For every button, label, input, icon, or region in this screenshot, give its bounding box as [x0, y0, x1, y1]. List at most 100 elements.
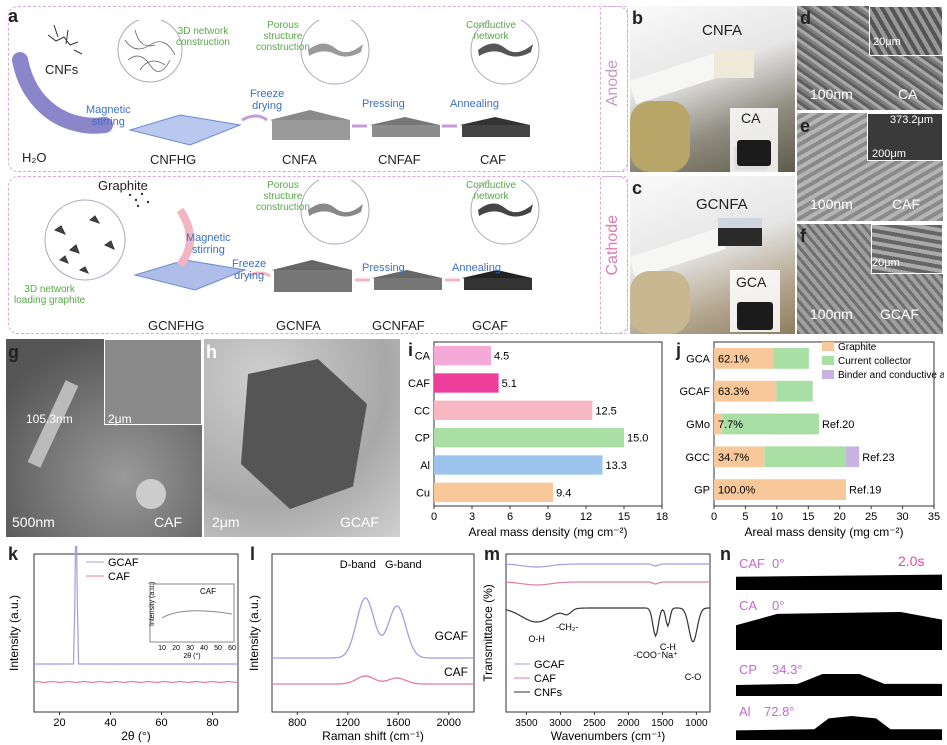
e-thickness: 373.2μm [890, 114, 934, 126]
k-inset-frame [149, 583, 235, 643]
m-tick-label: 1000 [685, 718, 708, 729]
network-construction-label: 3D network construction [176, 26, 230, 48]
k-legend-GCAF: GCAF [108, 557, 139, 569]
i-val-Al: 13.3 [605, 460, 626, 472]
panel-a-label: a [8, 6, 19, 26]
panel-e-label: e [800, 116, 811, 136]
j-tick-label: 25 [865, 511, 877, 523]
j-cat-GCA: GCA [686, 353, 711, 365]
i-bar-CP [434, 428, 624, 448]
k-tick-label: 80 [206, 717, 218, 729]
i-val-CC: 12.5 [595, 405, 616, 417]
j-legend-2: Binder and conductive agent [838, 370, 944, 381]
i-bar-Cu [434, 482, 554, 502]
photo-b [630, 6, 795, 172]
contact-angle-panel [736, 548, 942, 742]
photo-c [630, 176, 795, 334]
j-pct-GCA: 62.1% [718, 353, 749, 365]
freeze-drying-1: Freeze drying [250, 88, 285, 112]
m-ann: O-H [528, 634, 545, 644]
j-legend-swatch [822, 370, 834, 379]
gcnfa-label: GCNFA [276, 318, 321, 333]
k-inset-tick: 30 [186, 645, 194, 652]
j-bar-GCC-1 [764, 446, 846, 468]
i-tick-label: 12 [580, 511, 592, 523]
i-bar-Al [434, 455, 603, 475]
m-tick-label: 2500 [583, 718, 606, 729]
tem-h [204, 339, 400, 537]
j-bar-GCC-2 [846, 446, 860, 468]
e-inset-scale: 200μm [872, 148, 906, 160]
caf-label: CAF [480, 152, 506, 167]
panel-g-label: g [8, 342, 19, 362]
m-tick-label: 3500 [515, 718, 538, 729]
i-cat-CA: CA [415, 351, 431, 363]
f-inset-scale: 20μm [872, 257, 900, 269]
anode-tag-box [600, 6, 628, 172]
k-inset-line [161, 610, 233, 619]
i-val-Cu: 9.4 [556, 487, 571, 499]
l-xlabel: Raman shift (cm⁻¹) [322, 729, 424, 742]
conductive-network-2: Conductive network [466, 180, 517, 202]
panel-j-label: j [676, 340, 682, 360]
i-tick-label: 3 [469, 511, 475, 523]
l-tick-label: 800 [288, 717, 306, 729]
j-tick-label: 35 [928, 511, 940, 523]
n-time: 2.0s [898, 553, 925, 569]
j-tick-label: 15 [802, 511, 814, 523]
n-row2-angle: 0° [772, 598, 785, 613]
i-cat-CC: CC [414, 405, 430, 417]
l-frame [271, 553, 475, 713]
h-name: GCAF [340, 514, 379, 530]
j-legend-swatch [822, 356, 834, 365]
k-inset-legend: CAF [200, 587, 216, 596]
l-tick-label: 1600 [386, 717, 410, 729]
panel-l-label: l [250, 544, 256, 564]
porous-structure-1: Porous structure construction [256, 20, 310, 53]
i-tick-label: 9 [545, 511, 551, 523]
j-pct-GP: 100.0% [718, 485, 756, 497]
l-label-CAF: CAF [444, 665, 468, 679]
panel-c-label: c [632, 178, 643, 198]
panel-i-label: i [408, 340, 414, 360]
cathode-scheme-graphics [44, 180, 540, 292]
j-xlabel: Areal mass density (mg cm⁻²) [744, 525, 903, 539]
sem-e [797, 113, 943, 221]
g-thickness: 105.3nm [26, 412, 73, 426]
i-val-CA: 4.5 [494, 351, 509, 363]
annealing-2: Annealing [452, 262, 501, 274]
gca-inset-label: GCA [736, 274, 767, 290]
m-line-CAF [505, 581, 710, 586]
pressing-1: Pressing [362, 98, 405, 110]
j-pct-GCC: 34.7% [718, 452, 749, 464]
l-ann-G: G-band [385, 559, 422, 571]
gcnfa-photo-label: GCNFA [696, 196, 748, 213]
j-ref-GP: Ref.19 [849, 485, 881, 497]
k-line-CAF [33, 680, 239, 684]
j-pct-GMo: 7.7% [718, 419, 743, 431]
m-ylabel: Transmittance (%) [481, 584, 495, 682]
annealing-1: Annealing [450, 98, 499, 110]
j-tick-label: 10 [771, 511, 783, 523]
cnfs-label: CNFs [45, 62, 79, 77]
i-bar-CA [434, 346, 491, 366]
k-line-GCAF [34, 546, 238, 665]
j-bar-GCAF-0 [714, 380, 777, 402]
j-tick-label: 20 [834, 511, 846, 523]
j-ref-GCC: Ref.23 [862, 452, 894, 464]
j-cat-GP: GP [694, 485, 710, 497]
l-ylabel: Intensity (a.u.) [247, 595, 261, 671]
j-cat-GMo: GMo [686, 419, 710, 431]
k-inset-tick: 20 [172, 645, 180, 652]
m-legend-CNFs: CNFs [534, 687, 563, 699]
d-inset-scale: 20μm [873, 36, 901, 48]
i-cat-CP: CP [415, 433, 430, 445]
g-name: CAF [154, 514, 182, 530]
j-bar-GCAF-1 [776, 380, 813, 402]
panel-d-label: d [800, 8, 811, 28]
j-bar-GCA-1 [773, 348, 809, 369]
l-line-CAF [272, 675, 474, 685]
j-legend-swatch [822, 342, 834, 351]
n-row1-angle: 0° [772, 556, 785, 571]
l-ann-D: D-band [340, 559, 376, 571]
